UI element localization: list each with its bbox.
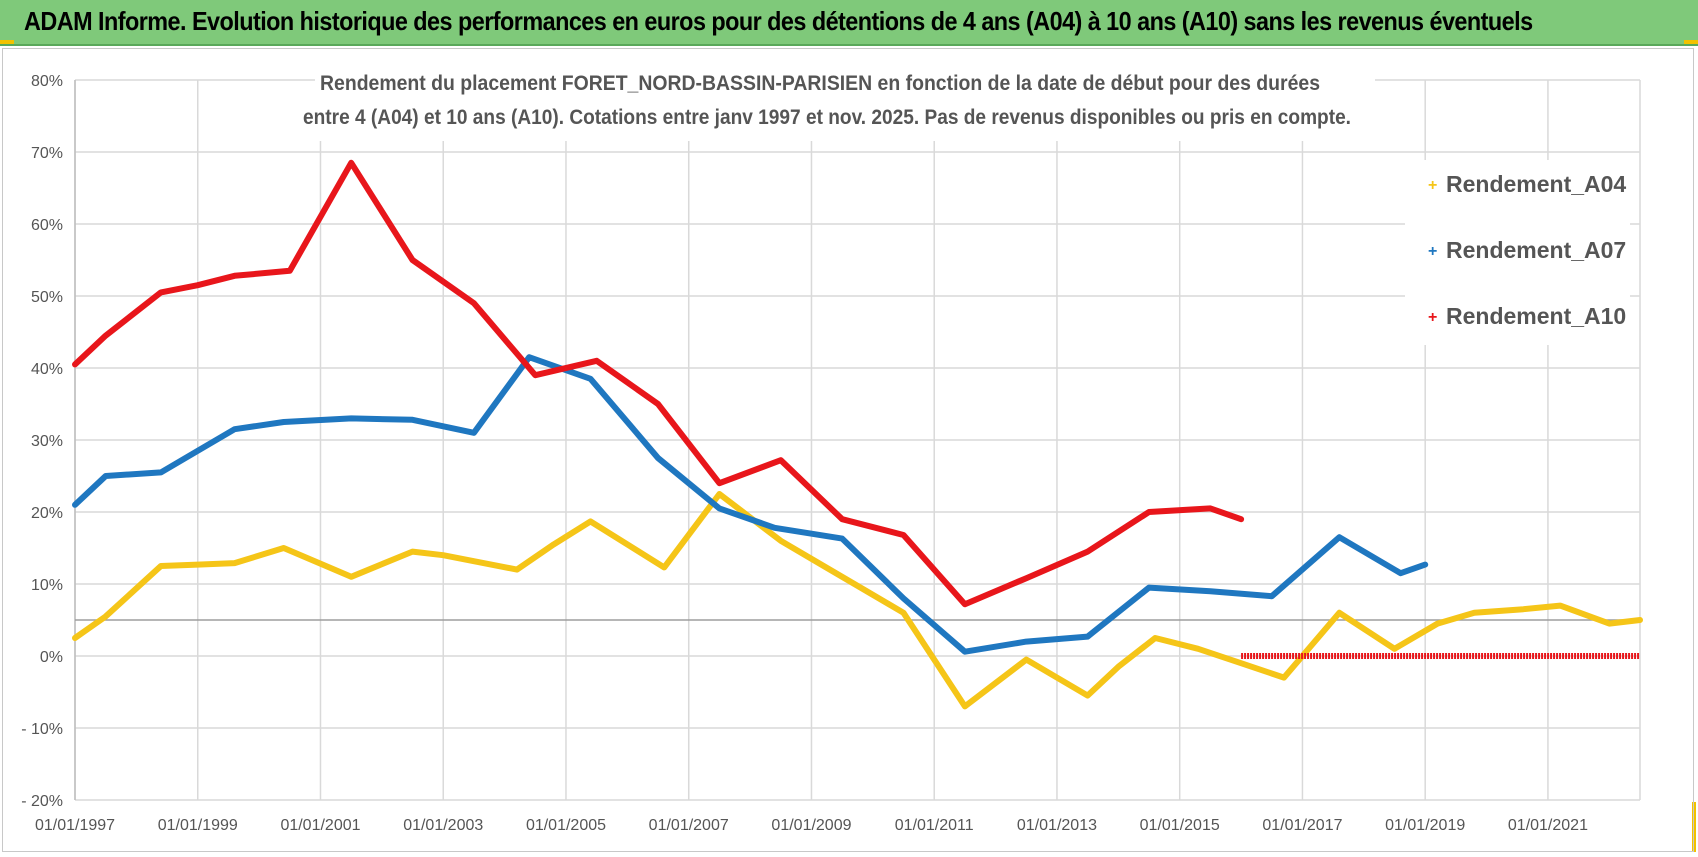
x-axis-ticks: 01/01/1997 01/01/1999 01/01/2001 01/01/2003… (35, 817, 1588, 834)
y-tick-label: 30% (31, 433, 63, 450)
y-axis-ticks: - 20% - 10% 0% 10% 20% 30% 40% 50% 60% 70% 80% (21, 73, 63, 810)
series-line-rendement-a07 (72, 354, 1429, 655)
y-tick-label: - 20% (21, 793, 63, 810)
legend-marker-a07: + (1428, 243, 1437, 260)
x-tick-label: 01/01/2003 (403, 817, 483, 834)
chart-title-line2: entre 4 (A04) et 10 ans (A10). Cotations… (303, 106, 1351, 129)
corner-mark-top-right (1684, 40, 1698, 44)
legend-label-a04: Rendement_A04 (1446, 171, 1626, 197)
legend: + Rendement_A04 + Rendement_A07 + Rendem… (1405, 160, 1630, 345)
x-tick-label: 01/01/2017 (1262, 817, 1342, 834)
header-banner: ADAM Informe. Evolution historique des p… (0, 0, 1698, 46)
title-background (315, 63, 1375, 141)
page-title: ADAM Informe. Evolution historique des p… (24, 6, 1533, 36)
legend-marker-a04: + (1428, 177, 1437, 194)
x-tick-label: 01/01/2021 (1508, 817, 1588, 834)
y-tick-label: 70% (31, 145, 63, 162)
x-tick-label: 01/01/2009 (771, 817, 851, 834)
corner-mark-top-left (0, 40, 14, 44)
x-tick-label: 01/01/1997 (35, 817, 115, 834)
legend-background (1405, 160, 1630, 345)
x-tick-label: 01/01/2013 (1017, 817, 1097, 834)
y-tick-label: 10% (31, 577, 63, 594)
x-tick-label: 01/01/2001 (280, 817, 360, 834)
legend-marker-a10: + (1428, 309, 1437, 326)
chart-title-line1: Rendement du placement FORET_NORD-BASSIN… (320, 72, 1320, 95)
legend-label-a10: Rendement_A10 (1446, 303, 1626, 329)
x-tick-label: 01/01/1999 (158, 817, 238, 834)
series-line-rendement-a10 (72, 159, 1245, 608)
x-tick-label: 01/01/2005 (526, 817, 606, 834)
x-tick-label: 01/01/2011 (895, 817, 974, 834)
legend-label-a07: Rendement_A07 (1446, 237, 1626, 263)
corner-mark-bottom-right (1692, 802, 1696, 852)
y-tick-label: 20% (31, 505, 63, 522)
y-tick-label: 40% (31, 361, 63, 378)
chart-frame (2, 48, 1694, 852)
x-tick-label: 01/01/2015 (1140, 817, 1220, 834)
x-tick-label: 01/01/2019 (1385, 817, 1465, 834)
y-tick-label: - 10% (21, 721, 63, 738)
gridlines (74, 79, 1641, 801)
x-tick-label: 01/01/2007 (649, 817, 729, 834)
series-lines (72, 159, 1643, 710)
y-tick-label: 0% (40, 649, 63, 666)
y-tick-label: 60% (31, 217, 63, 234)
y-tick-label: 50% (31, 289, 63, 306)
series-line-rendement-a04 (72, 491, 1643, 710)
y-tick-label: 80% (31, 73, 63, 90)
